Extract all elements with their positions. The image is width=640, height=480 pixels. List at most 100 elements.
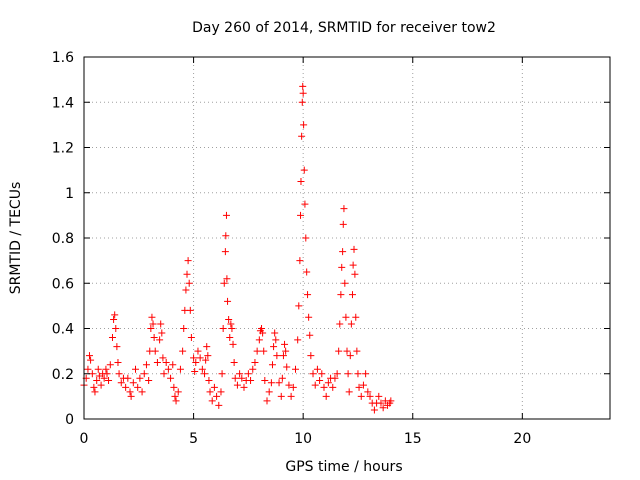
data-point [353,347,361,355]
data-point [97,381,105,389]
data-point [103,370,111,378]
data-point [305,313,313,321]
data-point [156,336,164,344]
data-point [300,166,308,174]
data-point [176,365,184,373]
data-point [313,365,321,373]
data-point [247,377,255,385]
data-point [215,401,223,409]
data-point [339,248,347,256]
y-tick-label: 1.2 [52,141,74,157]
data-point [129,379,137,387]
data-point [114,358,122,366]
data-point [160,370,168,378]
data-point [222,211,230,219]
data-points [80,82,395,414]
data-point [279,352,287,360]
data-point [145,377,153,385]
data-point [271,329,279,337]
data-point [341,279,349,287]
data-point [282,347,290,355]
data-point [218,370,226,378]
data-point [224,297,232,305]
data-point [110,315,118,323]
data-point [301,200,309,208]
data-point [192,358,200,366]
data-point [93,377,101,385]
data-point [94,365,102,373]
data-point [183,270,191,278]
data-point [87,356,95,364]
data-point [259,329,267,337]
data-point [126,388,134,396]
y-tick-label: 0.4 [52,322,74,338]
data-point [300,121,308,129]
data-point [169,361,177,369]
data-point [236,370,244,378]
data-point [205,377,213,385]
data-point [275,379,283,387]
data-point [283,363,291,371]
data-point [185,279,193,287]
data-point [309,370,317,378]
data-point [338,263,346,271]
data-point [261,377,269,385]
y-tick-label: 0.2 [52,367,74,383]
data-point [307,352,315,360]
data-point [349,261,357,269]
data-point [339,220,347,228]
data-point [167,374,175,382]
data-point [91,388,99,396]
data-point [342,313,350,321]
data-point [179,347,187,355]
data-point [219,325,227,332]
data-point [171,392,179,400]
data-point [387,397,395,405]
data-point [335,347,343,355]
data-point [217,388,225,396]
y-tick-label: 1 [65,186,74,202]
data-point [346,352,354,360]
data-point [157,320,165,328]
data-point [153,358,161,366]
y-tick-label: 0 [65,412,74,428]
data-point [220,279,228,287]
x-tick-label: 10 [294,431,312,447]
data-point [253,347,261,355]
data-point [142,361,150,369]
data-point [351,270,359,278]
data-point [221,248,229,256]
data-point [225,315,233,323]
data-point [201,370,209,378]
plot-frame [83,56,611,420]
data-point [231,374,239,382]
data-point [164,365,172,373]
data-point [343,347,351,355]
data-point [180,325,188,332]
data-point [100,374,108,382]
data-point [354,370,362,378]
data-point [298,132,306,140]
data-point [122,383,130,391]
axis-ticks [83,56,610,420]
data-point [348,291,356,299]
x-tick-label: 15 [404,431,422,447]
x-tick-label: 20 [513,431,531,447]
data-point [303,268,311,276]
data-point [344,370,352,378]
data-point [124,374,132,382]
data-point [296,257,304,265]
data-point [258,325,266,332]
chart-title: Day 260 of 2014, SRMTID for receiver tow… [192,20,496,36]
data-point [198,365,206,373]
data-point [148,313,156,321]
data-point [140,370,148,378]
data-point [359,381,367,389]
data-point [115,370,123,378]
data-point [117,379,125,387]
data-point [112,325,120,332]
data-point [106,361,114,369]
data-point [162,358,170,366]
data-point [324,379,332,387]
